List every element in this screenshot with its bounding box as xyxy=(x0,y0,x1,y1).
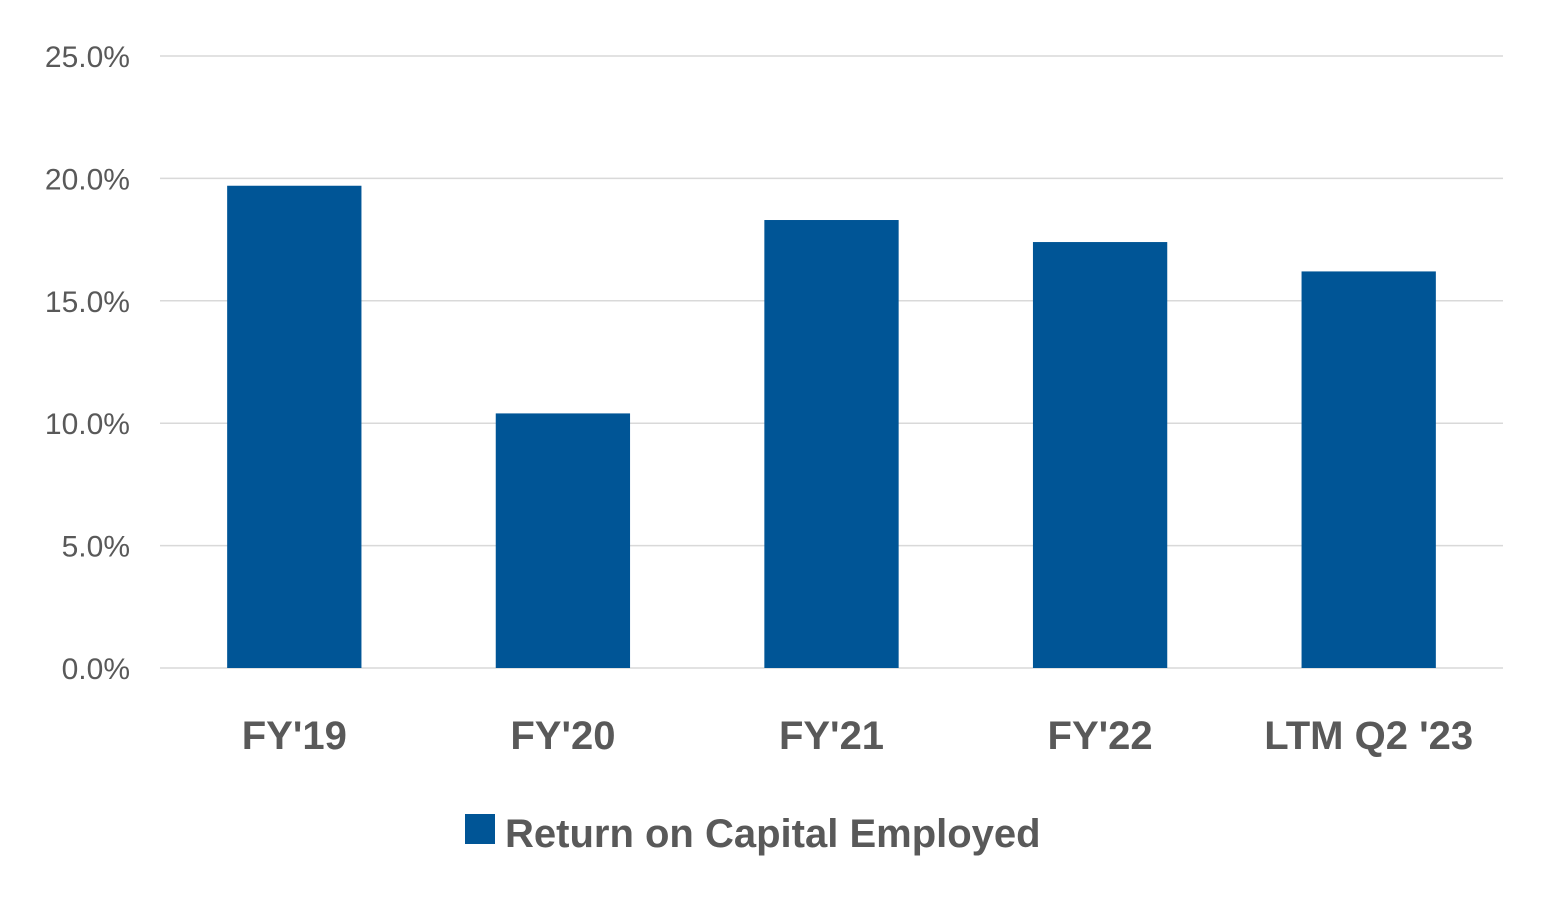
y-tick-label: 25.0% xyxy=(45,41,130,74)
y-tick-label: 0.0% xyxy=(62,653,130,686)
legend: Return on Capital Employed xyxy=(465,812,1041,856)
bar-ltm-q2-23 xyxy=(1301,271,1436,668)
x-axis-category-labels: FY'19 FY'20 FY'21 FY'22 LTM Q2 '23 xyxy=(242,714,1473,758)
bar-fy-20 xyxy=(495,413,631,668)
x-category-label: FY'21 xyxy=(779,714,884,758)
bar-fy-22 xyxy=(1032,242,1168,668)
x-category-label: FY'22 xyxy=(1048,714,1153,758)
y-tick-label: 10.0% xyxy=(45,408,130,441)
y-tick-label: 5.0% xyxy=(62,531,130,564)
legend-label: Return on Capital Employed xyxy=(505,812,1041,856)
x-category-label: FY'19 xyxy=(242,714,347,758)
x-category-label: FY'20 xyxy=(510,714,615,758)
bars xyxy=(227,185,1436,669)
bar-fy-21 xyxy=(764,220,899,669)
legend-swatch xyxy=(465,814,495,844)
bar-fy-19 xyxy=(227,185,362,668)
x-category-label: LTM Q2 '23 xyxy=(1264,714,1473,758)
y-tick-label: 15.0% xyxy=(45,286,130,319)
y-tick-label: 20.0% xyxy=(45,163,130,196)
y-axis-tick-labels: 0.0% 5.0% 10.0% 15.0% 20.0% 25.0% xyxy=(45,41,130,686)
